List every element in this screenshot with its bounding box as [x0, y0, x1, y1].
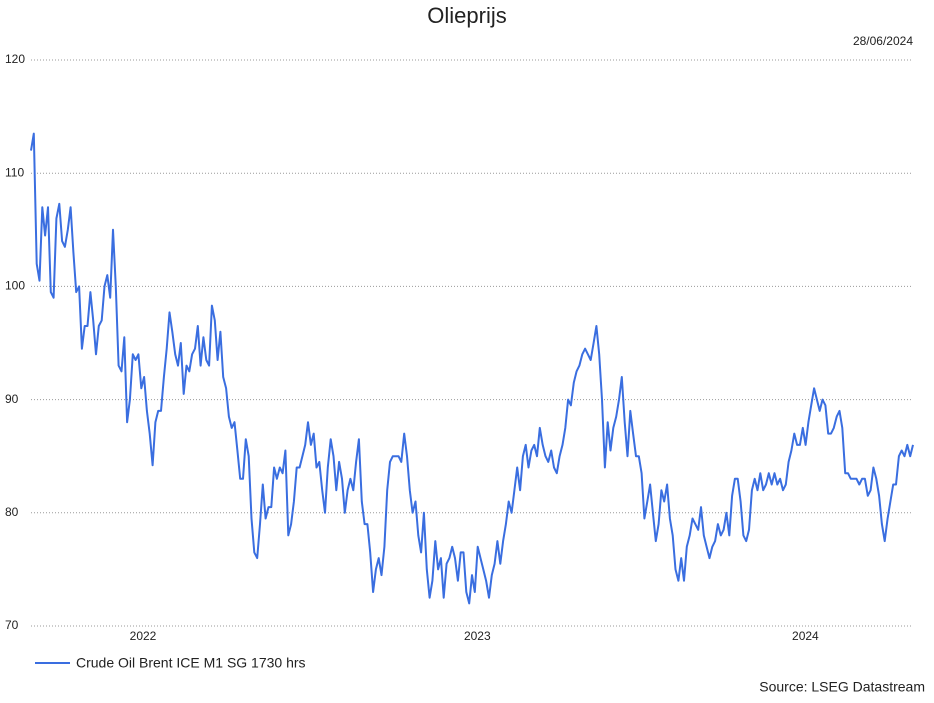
y-tick-label: 80 — [5, 505, 19, 519]
x-tick-label: 2022 — [130, 629, 157, 643]
y-tick-label: 100 — [5, 279, 25, 293]
chart-date: 28/06/2024 — [853, 34, 913, 48]
legend-label: Crude Oil Brent ICE M1 SG 1730 hrs — [76, 655, 306, 671]
y-tick-label: 120 — [5, 52, 25, 66]
line — [30, 132, 914, 605]
y-tick-label: 70 — [5, 618, 19, 632]
x-tick-label: 2023 — [464, 629, 491, 643]
x-tick-label: 2024 — [792, 629, 819, 643]
y-tick-label: 110 — [5, 165, 24, 179]
chart-title: Olieprijs — [427, 3, 506, 28]
source: Source: LSEG Datastream — [759, 679, 925, 695]
y-tick-label: 90 — [5, 392, 19, 406]
